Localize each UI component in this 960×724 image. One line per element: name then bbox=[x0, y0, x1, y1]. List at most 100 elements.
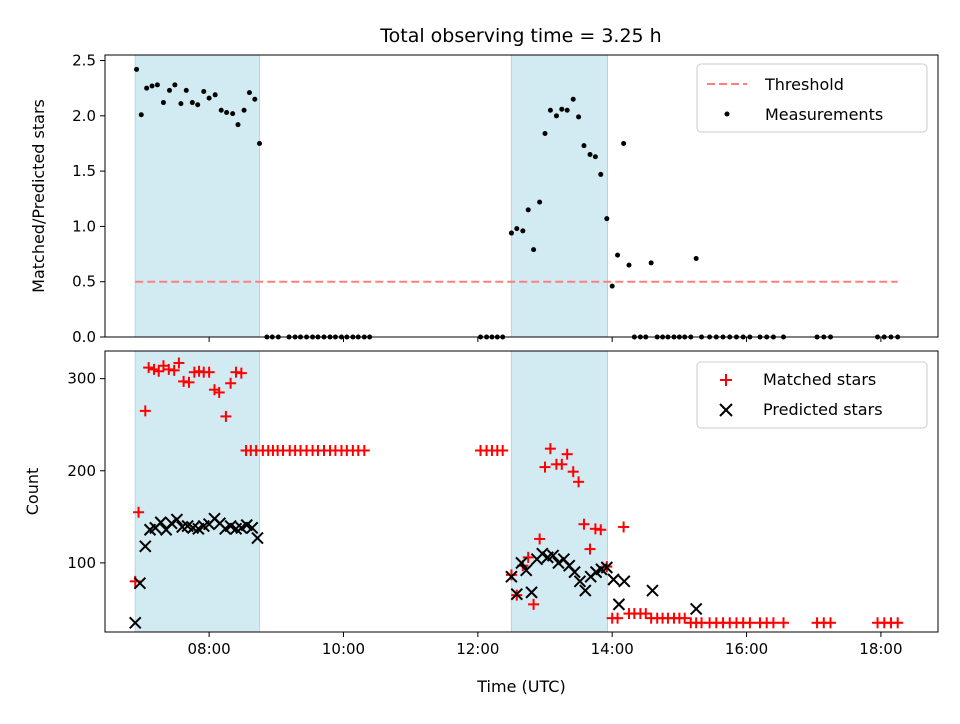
predicted-star-marker bbox=[515, 556, 528, 570]
legend-predicted-label: Predicted stars bbox=[763, 400, 883, 419]
top-panel: 0.0 0.5 1.0 1.5 2.0 2.5 Matched/Predicted sta… bbox=[29, 52, 939, 346]
y-tick-label: 2.0 bbox=[72, 107, 96, 125]
x-tick-label: 18:00 bbox=[859, 640, 902, 658]
matched-star-markers bbox=[129, 357, 904, 629]
shaded-span bbox=[134, 350, 261, 633]
measurement-point bbox=[230, 111, 236, 117]
measurement-point bbox=[587, 152, 593, 158]
measurement-point bbox=[189, 100, 195, 106]
measurement-point bbox=[149, 83, 155, 89]
bottom-legend-box bbox=[696, 361, 928, 429]
predicted-star-marker bbox=[536, 547, 549, 560]
y-tick-label: 2.5 bbox=[72, 52, 96, 70]
measurement-point bbox=[626, 262, 632, 268]
matched-star-marker bbox=[235, 367, 247, 379]
x-tick-label: 10:00 bbox=[322, 640, 365, 658]
matched-star-marker bbox=[220, 410, 232, 422]
matched-star-marker bbox=[528, 598, 540, 610]
measurement-point bbox=[648, 260, 654, 266]
y-tick-label: 200 bbox=[67, 462, 96, 480]
measurement-point bbox=[160, 100, 166, 106]
matched-star-marker bbox=[544, 443, 556, 455]
measurement-point bbox=[576, 114, 582, 120]
bottom-panel: 100 200 300 08:00 10:00 12:00 14:00 16:00 18:00… bbox=[23, 350, 939, 696]
matched-star-marker bbox=[358, 445, 370, 457]
x-tick-label: 08:00 bbox=[188, 640, 231, 658]
predicted-star-marker bbox=[689, 602, 703, 616]
y-tick-label: 1.0 bbox=[72, 217, 96, 235]
bottom-axes-frame bbox=[104, 350, 939, 633]
predicted-star-marker bbox=[165, 517, 178, 530]
matched-star-marker bbox=[561, 448, 573, 460]
legend-measurements-label: Measurements bbox=[765, 105, 883, 124]
predicted-star-marker bbox=[129, 616, 142, 629]
measurement-point bbox=[520, 228, 526, 234]
measurement-point bbox=[212, 92, 218, 98]
matched-star-marker bbox=[825, 617, 837, 629]
y-tick-label: 300 bbox=[67, 370, 96, 388]
predicted-star-marker bbox=[139, 540, 152, 553]
predicted-star-marker bbox=[505, 570, 518, 583]
top-y-axis-label: Matched/Predicted stars bbox=[29, 99, 48, 293]
predicted-star-marker bbox=[170, 513, 184, 526]
measurement-point bbox=[531, 247, 537, 253]
predicted-star-marker bbox=[568, 565, 581, 579]
measurement-point bbox=[592, 154, 598, 160]
legend-matched-swatch bbox=[720, 374, 732, 386]
measurement-point bbox=[598, 171, 604, 177]
measurement-point bbox=[559, 106, 565, 112]
matched-star-marker bbox=[133, 506, 145, 518]
predicted-star-marker bbox=[251, 531, 264, 545]
measurement-point bbox=[542, 131, 548, 137]
measurement-point bbox=[178, 101, 184, 107]
top-y-ticks: 0.0 0.5 1.0 1.5 2.0 2.5 bbox=[72, 52, 105, 346]
matched-star-marker bbox=[767, 617, 779, 629]
top-legend: Threshold Measurements bbox=[696, 63, 928, 133]
matched-star-marker bbox=[225, 377, 237, 389]
x-tick-label: 16:00 bbox=[725, 640, 768, 658]
matched-star-marker bbox=[168, 364, 180, 376]
matched-star-marker bbox=[505, 569, 517, 581]
bottom-y-ticks: 100 200 300 bbox=[67, 370, 105, 572]
predicted-star-marker bbox=[519, 564, 533, 577]
measurement-point bbox=[615, 252, 621, 258]
predicted-star-marker bbox=[612, 598, 626, 611]
shaded-span bbox=[134, 54, 261, 338]
measurement-point bbox=[252, 96, 258, 102]
matched-star-marker bbox=[183, 376, 195, 388]
matched-star-marker bbox=[618, 521, 630, 533]
y-tick-label: 100 bbox=[67, 554, 96, 572]
x-tick-label: 14:00 bbox=[591, 640, 634, 658]
x-tick-label: 12:00 bbox=[456, 640, 499, 658]
legend-predicted-swatch bbox=[719, 403, 733, 417]
measurement-point bbox=[144, 85, 150, 91]
measurement-point bbox=[693, 255, 699, 261]
top-axes-frame bbox=[104, 54, 939, 338]
measurement-point bbox=[183, 87, 189, 93]
predicted-star-marker bbox=[154, 516, 167, 529]
predicted-star-marker bbox=[525, 586, 538, 599]
predicted-star-marker bbox=[600, 561, 614, 574]
measurement-point bbox=[172, 82, 178, 88]
measurement-point bbox=[508, 230, 514, 236]
predicted-star-markers bbox=[129, 512, 703, 629]
predicted-star-marker bbox=[646, 584, 659, 597]
predicted-star-marker bbox=[579, 584, 592, 597]
matched-star-marker bbox=[556, 458, 568, 470]
chart-title: Total observing time = 3.25 h bbox=[379, 25, 661, 47]
y-tick-label: 0.0 bbox=[72, 328, 96, 346]
measurement-point bbox=[201, 88, 207, 94]
legend-matched-label: Matched stars bbox=[763, 370, 876, 389]
measurement-point bbox=[195, 102, 201, 108]
matched-star-marker bbox=[584, 543, 596, 555]
predicted-star-marker bbox=[546, 549, 560, 562]
matched-star-marker bbox=[148, 363, 160, 375]
predicted-star-marker bbox=[552, 556, 565, 570]
matched-star-marker bbox=[892, 617, 904, 629]
top-legend-box bbox=[696, 63, 928, 133]
matched-star-marker bbox=[612, 612, 624, 624]
bottom-legend: Matched stars Predicted stars bbox=[696, 361, 928, 429]
shaded-span bbox=[510, 350, 608, 633]
matched-star-marker bbox=[573, 476, 585, 488]
bottom-y-axis-label: Count bbox=[23, 468, 42, 516]
